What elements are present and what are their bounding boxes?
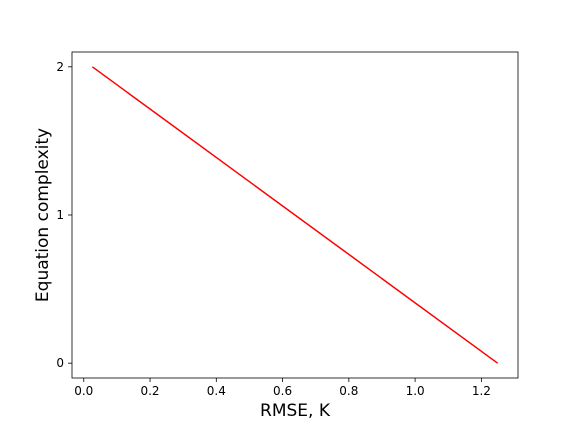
x-tick-label: 0.8: [339, 384, 358, 398]
y-axis-label: Equation complexity: [33, 128, 53, 302]
x-axis-label: RMSE, K: [260, 401, 331, 421]
x-axis-ticks: 0.0 0.2 0.4 0.6 0.8 1.0 1.2: [74, 378, 491, 398]
x-tick-label: 0.4: [207, 384, 226, 398]
series-line: [91, 66, 499, 364]
y-tick-label: 2: [56, 60, 64, 74]
series-layer: [91, 66, 499, 364]
x-tick-label: 1.0: [406, 384, 425, 398]
x-tick-label: 1.2: [472, 384, 491, 398]
y-axis-ticks: 0 1 2: [56, 60, 72, 370]
y-tick-label: 1: [56, 208, 64, 222]
x-tick-label: 0.0: [74, 384, 93, 398]
y-tick-label: 0: [56, 356, 64, 370]
x-tick-label: 0.6: [273, 384, 292, 398]
x-tick-label: 0.2: [140, 384, 159, 398]
